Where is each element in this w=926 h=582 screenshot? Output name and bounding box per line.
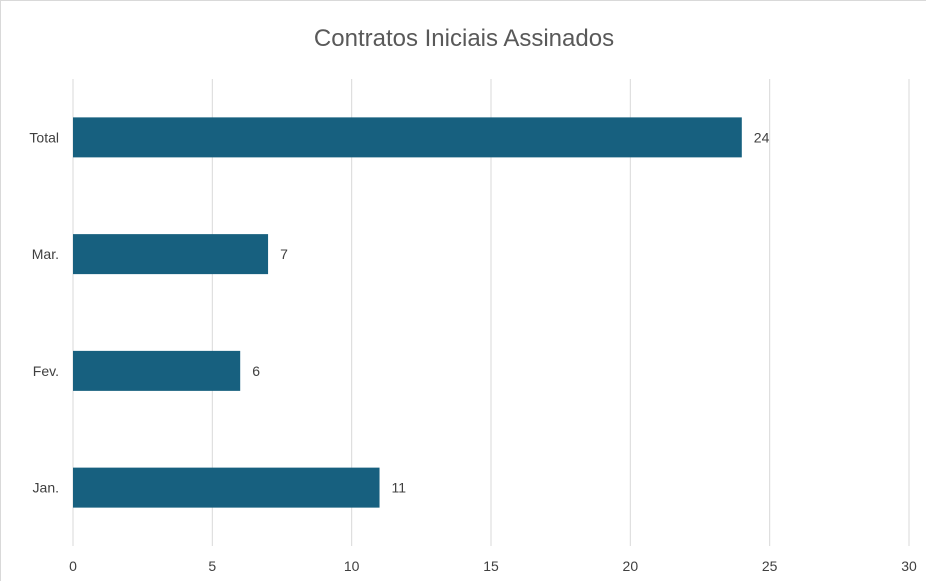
chart-title: Contratos Iniciais Assinados [313,25,615,52]
data-label: 11 [392,480,407,496]
bars [73,117,742,508]
bar [73,467,380,508]
y-tick-label: Fev. [33,363,59,379]
x-tick-label: 20 [623,558,639,574]
labels: 0 5 10 15 20 25 30 11 Jan. 6 Fev. 7 Mar. 24 Total [29,129,917,574]
x-tick-label: 10 [344,558,360,574]
data-label: 24 [754,129,770,145]
data-label: 7 [280,246,288,262]
x-tick-label: 0 [69,558,77,574]
y-tick-label: Total [29,129,59,145]
y-tick-label: Mar. [32,246,59,262]
bar [73,234,269,275]
x-tick-label: 25 [762,558,778,574]
x-tick-label: 15 [483,558,499,574]
data-label: 6 [252,363,260,379]
x-tick-label: 30 [901,558,917,574]
x-tick-label: 5 [208,558,216,574]
y-tick-label: Jan. [33,480,59,496]
bar [73,350,241,391]
bar [73,117,742,158]
